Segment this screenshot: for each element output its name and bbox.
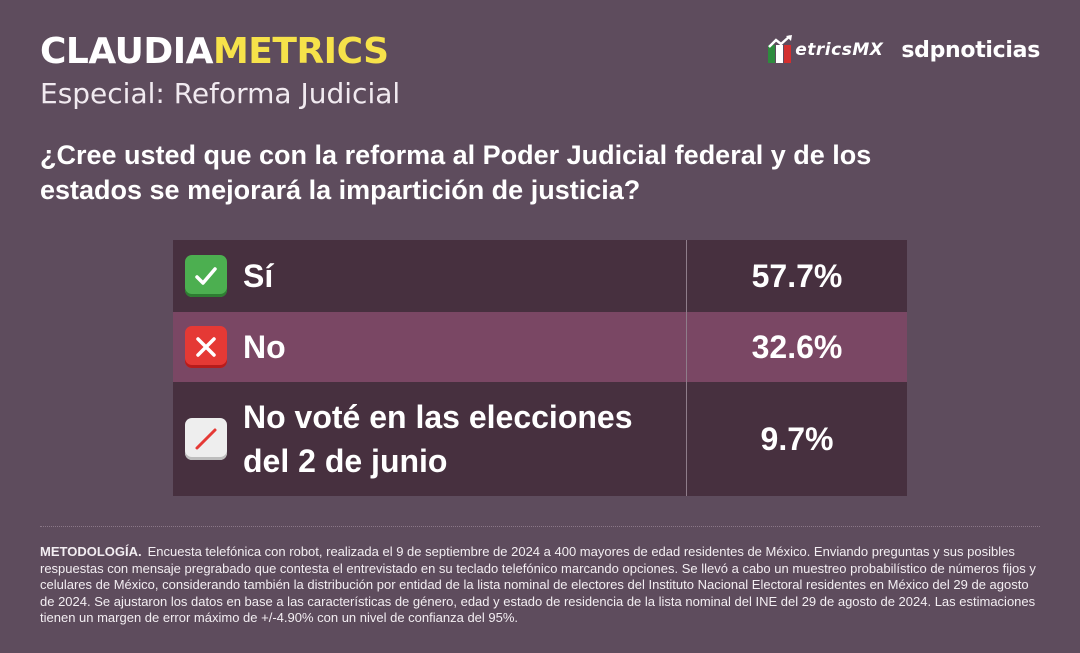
brand-title: CLAUDIAMETRICS xyxy=(40,30,389,74)
result-label-cell: No xyxy=(173,312,687,382)
page-subtitle: Especial: Reforma Judicial xyxy=(40,77,401,110)
result-label: No voté en las elecciones del 2 de junio xyxy=(243,399,633,479)
result-row-no-voto: No voté en las elecciones del 2 de junio… xyxy=(173,382,907,496)
result-label: No xyxy=(243,329,286,365)
brand-part-claudia: CLAUDIA xyxy=(40,31,213,72)
result-label-cell: Sí xyxy=(173,240,687,312)
metricsmx-logo-icon xyxy=(768,35,793,63)
result-value: 57.7% xyxy=(751,257,843,294)
result-label: Sí xyxy=(243,258,274,294)
partner-logos: etricsMX sdpnoticias xyxy=(767,30,1040,70)
methodology-label: METODOLOGÍA. xyxy=(40,544,142,559)
result-value: 9.7% xyxy=(760,420,834,457)
result-row-si: Sí 57.7% xyxy=(173,240,907,312)
sdpnoticias-logo: sdpnoticias xyxy=(901,37,1040,63)
methodology-note: METODOLOGÍA. Encuesta telefónica con robo… xyxy=(40,544,1040,627)
slash-icon xyxy=(185,418,227,460)
result-row-no: No 32.6% xyxy=(173,312,907,382)
survey-question: ¿Cree usted que con la reforma al Poder … xyxy=(40,140,872,205)
results-table: Sí 57.7% No 32.6% No voté en las eleccio… xyxy=(173,240,907,496)
brand-part-metrics: METRICS xyxy=(212,31,389,72)
metricsmx-logo-text: etricsMX xyxy=(795,40,884,60)
result-label-cell: No voté en las elecciones del 2 de junio xyxy=(173,382,687,496)
result-value: 32.6% xyxy=(751,328,843,365)
methodology-text: Encuesta telefónica con robot, realizada… xyxy=(40,544,1036,625)
metricsmx-logo: etricsMX xyxy=(767,35,883,65)
cross-icon xyxy=(185,326,227,368)
section-divider xyxy=(40,526,1040,527)
check-icon xyxy=(185,255,227,297)
